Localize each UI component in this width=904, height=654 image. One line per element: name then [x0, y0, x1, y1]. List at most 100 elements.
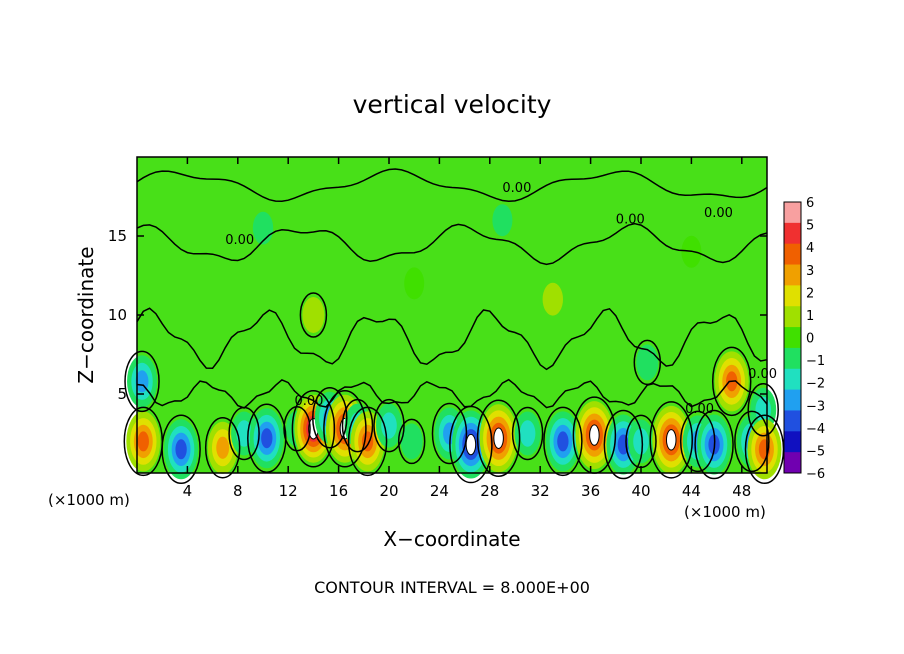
colorbar-tick-label: −6	[806, 467, 825, 482]
colorbar-swatch	[784, 202, 801, 224]
contour-line	[476, 399, 521, 477]
field-cell	[400, 423, 423, 460]
contour-line	[136, 222, 768, 266]
colorbar-tick-label: 0	[806, 332, 814, 347]
colorbar-swatch	[784, 452, 801, 474]
field-cell	[164, 419, 199, 480]
contour-line	[734, 410, 770, 473]
colorbar-swatch	[784, 285, 801, 307]
contour-line	[373, 398, 405, 453]
plot-area: 0.00 0.00 0.00 0.00 0.00 0.00 0.00	[123, 156, 785, 485]
field-cell	[575, 401, 614, 470]
colorbar-tick-label: 1	[806, 309, 814, 324]
x-tick-label: 28	[480, 482, 499, 500]
contour-line	[431, 402, 468, 465]
contour-label: 0.00	[502, 181, 531, 196]
contour-label: 0.00	[295, 394, 324, 409]
contour-line	[136, 307, 768, 371]
x-tick-label: 4	[183, 482, 193, 500]
field-cell	[542, 282, 563, 316]
x-tick-label: 36	[581, 482, 600, 500]
contour-line	[291, 390, 336, 468]
contour-line	[347, 406, 388, 477]
contour-labels: 0.00 0.00 0.00 0.00 0.00 0.00 0.00	[225, 181, 777, 417]
field-cell	[249, 408, 284, 469]
x-tick-label: 16	[329, 482, 348, 500]
colorbar-tick-label: −5	[806, 444, 825, 459]
colorbar-swatch	[784, 243, 801, 266]
x-tick-label: 20	[379, 482, 398, 500]
contour-line	[397, 418, 426, 465]
colorbar-tick-label: 2	[806, 286, 814, 301]
contour-line	[136, 378, 768, 409]
contour-line	[711, 346, 752, 417]
chart-title: vertical velocity	[353, 90, 552, 119]
colorbar-tick-label: −1	[806, 354, 825, 369]
field-cell	[207, 421, 238, 474]
colorbar-tick-label: −4	[806, 422, 825, 437]
contour-line	[511, 406, 544, 461]
x-unit-right: (×1000 m)	[684, 503, 766, 521]
colorbar-tick-label: 6	[806, 196, 814, 211]
field-cell	[479, 404, 518, 473]
x-tick-label: 44	[682, 482, 701, 500]
contour-line	[543, 406, 583, 477]
zero-contours	[123, 168, 785, 485]
contour-line	[694, 409, 734, 480]
contour-line	[124, 350, 160, 413]
contour-interval-note: CONTOUR INTERVAL = 8.000E+00	[314, 578, 590, 597]
contour-line	[323, 390, 367, 468]
field-cell	[697, 414, 732, 475]
x-axis-label: X−coordinate	[383, 527, 520, 551]
y-tick-label: 5	[117, 385, 127, 403]
x-tick-label: 24	[430, 482, 449, 500]
field-cell	[492, 204, 513, 237]
x-tick-label: 48	[732, 482, 751, 500]
contour-line	[136, 168, 768, 203]
contour-label: 0.00	[704, 206, 733, 221]
x-tick-label: 40	[631, 482, 650, 500]
contour-label: 0.00	[225, 233, 254, 248]
contour-line	[679, 410, 716, 473]
contour-line	[747, 383, 779, 437]
colorbar-swatch	[784, 222, 801, 245]
colorbar-swatch	[784, 368, 801, 391]
contour-label: 0.00	[748, 367, 777, 382]
colorbar-frame	[783, 201, 802, 474]
x-tick-label: 32	[531, 482, 550, 500]
field-cell	[514, 411, 541, 456]
colorbar-swatch	[784, 264, 801, 286]
y-axis-label: Z−coordinate	[74, 246, 98, 383]
contour-line	[649, 401, 693, 479]
colorbar: 6 5 4 3 2 1 0 −1 −2 −3 −4 −5 −6	[783, 196, 825, 482]
colorbar-tick-label: −2	[806, 377, 825, 392]
contour-line	[204, 416, 241, 479]
colorbar-swatch	[784, 306, 801, 328]
colorbar-swatch	[784, 347, 801, 370]
x-tick-label: 12	[279, 482, 298, 500]
x-tick-label: 8	[233, 482, 243, 500]
colorbar-tick-label: 5	[806, 219, 814, 234]
contour-line	[341, 398, 374, 453]
field-cell	[127, 355, 158, 408]
colorbar-tick-label: 3	[806, 264, 814, 279]
colorbar-swatch	[784, 431, 801, 453]
contour-line	[161, 414, 201, 485]
contour-line	[603, 409, 644, 480]
x-axis: 4 8 12 16 20 24 28 32 36 40 44 48	[183, 157, 751, 500]
field-cell	[376, 403, 402, 448]
colorbar-tick-label: −3	[806, 399, 825, 414]
contour-label: 0.00	[616, 212, 645, 227]
field-cell	[252, 211, 274, 245]
contour-line	[744, 414, 785, 485]
field-cell	[404, 267, 425, 300]
x-unit-left: (×1000 m)	[48, 491, 130, 509]
contour-line	[312, 386, 348, 449]
contour-line	[299, 292, 328, 338]
field-cell	[302, 297, 325, 333]
colorbar-swatch	[784, 410, 801, 432]
y-tick-label: 10	[108, 306, 127, 324]
field-cell	[126, 411, 161, 472]
y-axis: 5 10 15	[108, 227, 767, 403]
